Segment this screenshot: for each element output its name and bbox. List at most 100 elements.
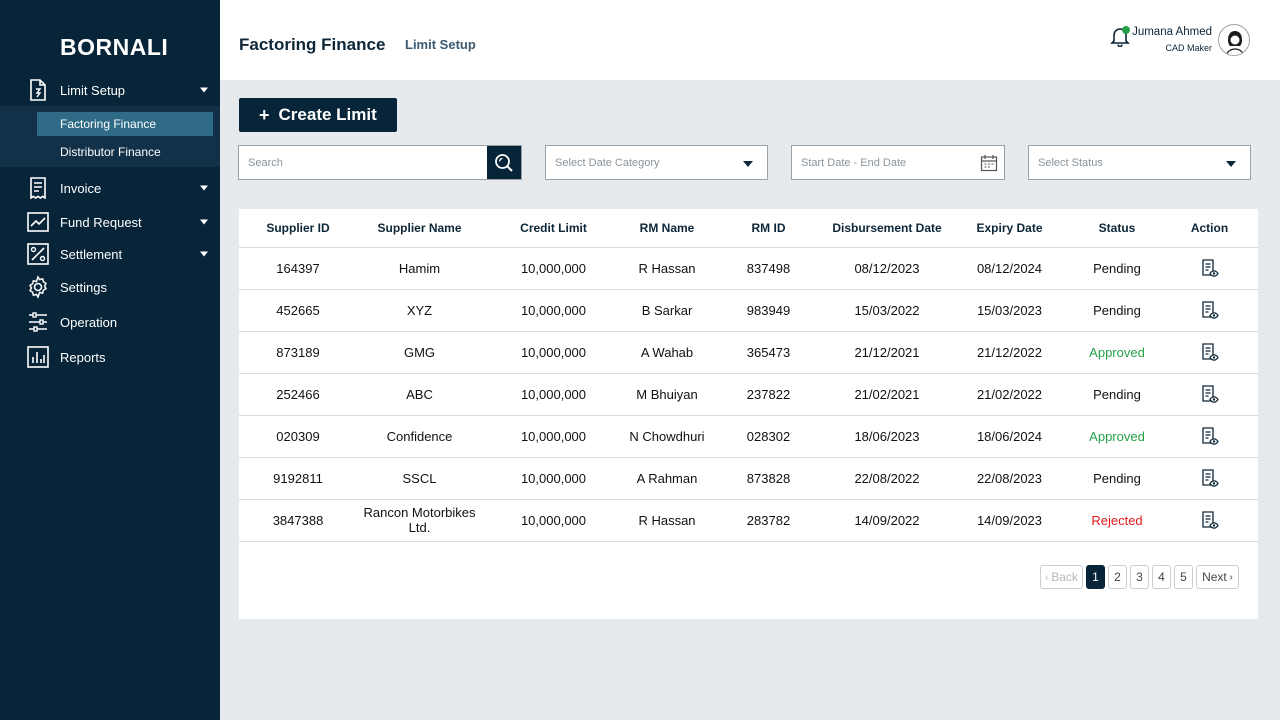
- cell-supplier-id: 252466: [239, 373, 357, 416]
- column-header[interactable]: Credit Limit: [482, 209, 625, 248]
- column-header[interactable]: Supplier ID: [239, 209, 357, 248]
- date-range-picker[interactable]: Start Date - End Date: [791, 145, 1005, 180]
- bar-chart-icon: [26, 345, 50, 369]
- sidebar-item-label: Operation: [60, 314, 118, 330]
- chevron-down-icon: [200, 251, 208, 257]
- cell-rm-name: R Hassan: [625, 247, 709, 290]
- submenu-item-factoring-finance[interactable]: Factoring Finance: [37, 112, 213, 136]
- create-limit-label: Create Limit: [278, 105, 377, 124]
- chevron-down-icon: [200, 219, 208, 225]
- sliders-icon: [26, 310, 50, 334]
- cell-action: [1161, 499, 1258, 542]
- pagination-back-button[interactable]: ‹ Back: [1040, 565, 1083, 589]
- chevron-down-icon: [743, 161, 753, 167]
- submenu-item-distributor-finance[interactable]: Distributor Finance: [60, 145, 161, 159]
- cell-action: [1161, 457, 1258, 500]
- receipt-icon: [26, 176, 50, 200]
- cell-status: Rejected: [1073, 499, 1161, 542]
- table-row: 452665 XYZ 10,000,000 B Sarkar 983949 15/03/2…: [239, 289, 1258, 332]
- cell-expiry-date: 21/12/2022: [946, 331, 1073, 374]
- date-category-placeholder: Select Date Category: [555, 156, 660, 169]
- search-box: [238, 145, 522, 180]
- pagination-next-button[interactable]: Next ›: [1196, 565, 1239, 589]
- table-header-row: Supplier ID Supplier Name Credit Limit R…: [239, 209, 1258, 248]
- view-document-icon[interactable]: [1200, 468, 1220, 488]
- cell-credit-limit: 10,000,000: [482, 247, 625, 290]
- chart-line-icon: [26, 210, 50, 234]
- sidebar-item-limit-setup[interactable]: Limit Setup: [0, 73, 220, 107]
- sidebar-item-settlement[interactable]: Settlement: [0, 237, 220, 271]
- sidebar-item-settings[interactable]: Settings: [0, 270, 220, 304]
- sidebar-item-invoice[interactable]: Invoice: [0, 171, 220, 205]
- cell-status: Pending: [1073, 457, 1161, 500]
- column-header[interactable]: RM Name: [625, 209, 709, 248]
- table-row: 164397 Hamim 10,000,000 R Hassan 837498 08/12…: [239, 247, 1258, 290]
- view-document-icon[interactable]: [1200, 258, 1220, 278]
- create-limit-button[interactable]: + Create Limit: [239, 98, 397, 132]
- page-button-3[interactable]: 3: [1130, 565, 1149, 589]
- cell-disbursement-date: 21/12/2021: [828, 331, 946, 374]
- column-header[interactable]: Status: [1073, 209, 1161, 248]
- cell-supplier-name: XYZ: [357, 289, 482, 332]
- back-label: Back: [1051, 570, 1078, 584]
- date-category-select[interactable]: Select Date Category: [545, 145, 768, 180]
- table-row: 3847388 Rancon Motorbikes Ltd. 10,000,000 R…: [239, 499, 1258, 542]
- cell-rm-name: R Hassan: [625, 499, 709, 542]
- page-button-2[interactable]: 2: [1108, 565, 1127, 589]
- search-button[interactable]: [487, 146, 521, 179]
- sidebar-item-reports[interactable]: Reports: [0, 340, 220, 374]
- status-select[interactable]: Select Status: [1028, 145, 1251, 180]
- avatar[interactable]: [1218, 24, 1250, 56]
- cell-rm-id: 365473: [709, 331, 828, 374]
- view-document-icon[interactable]: [1200, 510, 1220, 530]
- cell-supplier-name: Rancon Motorbikes Ltd.: [357, 499, 482, 542]
- chevron-down-icon: [1226, 161, 1236, 167]
- search-input[interactable]: [239, 146, 487, 179]
- cell-disbursement-date: 21/02/2021: [828, 373, 946, 416]
- next-label: Next: [1202, 570, 1227, 584]
- cell-disbursement-date: 08/12/2023: [828, 247, 946, 290]
- cell-supplier-name: ABC: [357, 373, 482, 416]
- cell-rm-id: 873828: [709, 457, 828, 500]
- view-document-icon[interactable]: [1200, 300, 1220, 320]
- cell-rm-name: A Wahab: [625, 331, 709, 374]
- cell-rm-id: 237822: [709, 373, 828, 416]
- cell-credit-limit: 10,000,000: [482, 373, 625, 416]
- cell-rm-id: 283782: [709, 499, 828, 542]
- cell-status: Pending: [1073, 289, 1161, 332]
- notification-badge: [1122, 26, 1130, 34]
- sidebar-item-label: Invoice: [60, 180, 102, 196]
- sidebar-item-operation[interactable]: Operation: [0, 305, 220, 339]
- page-button-5[interactable]: 5: [1174, 565, 1193, 589]
- cell-supplier-name: Confidence: [357, 415, 482, 458]
- cell-rm-id: 028302: [709, 415, 828, 458]
- column-header[interactable]: Supplier Name: [357, 209, 482, 248]
- chevron-down-icon: [200, 185, 208, 191]
- cell-disbursement-date: 15/03/2022: [828, 289, 946, 332]
- cell-rm-id: 983949: [709, 289, 828, 332]
- cell-action: [1161, 415, 1258, 458]
- sidebar-item-label: Reports: [60, 349, 106, 365]
- view-document-icon[interactable]: [1200, 342, 1220, 362]
- percent-icon: [26, 242, 50, 266]
- page-button-1[interactable]: 1: [1086, 565, 1105, 589]
- sidebar-item-label: Settings: [60, 279, 107, 295]
- column-header: Action: [1161, 209, 1258, 248]
- column-header[interactable]: RM ID: [709, 209, 828, 248]
- cell-expiry-date: 14/09/2023: [946, 499, 1073, 542]
- view-document-icon[interactable]: [1200, 426, 1220, 446]
- cell-expiry-date: 21/02/2022: [946, 373, 1073, 416]
- gear-icon: [26, 275, 50, 299]
- search-icon: [495, 153, 513, 172]
- column-header[interactable]: Expiry Date: [946, 209, 1073, 248]
- view-document-icon[interactable]: [1200, 384, 1220, 404]
- breadcrumb[interactable]: Limit Setup: [405, 37, 476, 52]
- page-button-4[interactable]: 4: [1152, 565, 1171, 589]
- cell-credit-limit: 10,000,000: [482, 415, 625, 458]
- status-placeholder: Select Status: [1038, 156, 1103, 169]
- chevron-down-icon: [200, 87, 208, 93]
- document-icon: [26, 78, 50, 102]
- column-header[interactable]: Disbursement Date: [828, 209, 946, 248]
- sidebar-item-fund-request[interactable]: Fund Request: [0, 205, 220, 239]
- cell-supplier-name: GMG: [357, 331, 482, 374]
